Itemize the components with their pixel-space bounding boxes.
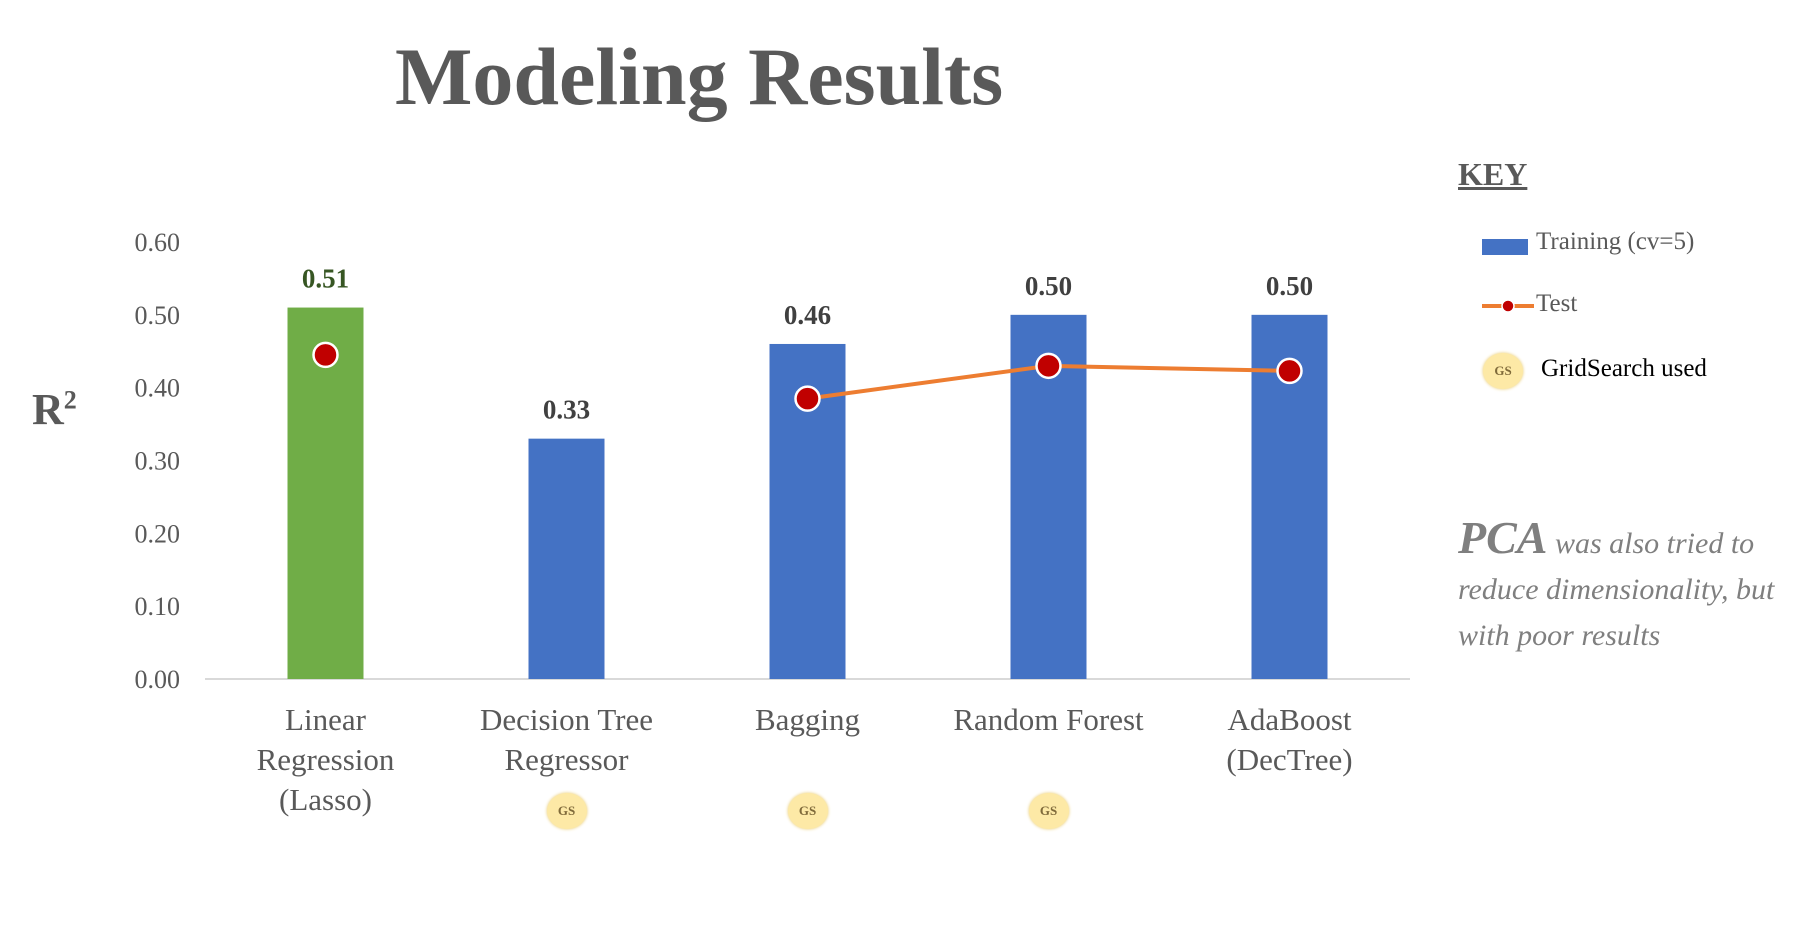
x-category-label: Random Forest xyxy=(953,702,1144,737)
y-tick-label: 0.60 xyxy=(135,228,181,257)
y-tick-label: 0.40 xyxy=(135,374,181,403)
y-axis-label: R2 xyxy=(32,384,77,435)
test-marker xyxy=(312,341,339,369)
y-tick-label: 0.50 xyxy=(135,301,181,330)
gridsearch-badge: GS xyxy=(787,793,828,829)
pca-note-text: was also tried to reduce dimensionality,… xyxy=(1458,527,1775,652)
legend-training-label: Training (cv=5) xyxy=(1536,228,1695,255)
legend-test-label: Test xyxy=(1536,290,1578,317)
y-tick-label: 0.30 xyxy=(135,447,181,476)
y-axis-label-text: R xyxy=(32,385,64,434)
legend-test-swatch xyxy=(1482,299,1534,313)
legend-gs-badge: GS xyxy=(1483,353,1523,389)
legend-title: KEY xyxy=(1458,156,1528,192)
x-category-label: Linear xyxy=(285,702,367,737)
legend-training-swatch xyxy=(1482,239,1528,255)
y-tick-label: 0.10 xyxy=(135,592,181,621)
bar-data-label: 0.50 xyxy=(1025,271,1072,301)
x-category-label: Regression xyxy=(257,742,395,777)
chart-title: Modeling Results xyxy=(395,31,1004,122)
gridsearch-badge: GS xyxy=(1028,793,1069,829)
y-tick-label: 0.20 xyxy=(135,519,181,548)
gridsearch-badge: GS xyxy=(546,793,587,829)
pca-note: PCA was also tried to reduce dimensional… xyxy=(1458,515,1798,659)
bar-data-label: 0.51 xyxy=(302,264,349,294)
pca-note-emphasis: PCA xyxy=(1458,512,1548,563)
x-category-label: Decision Tree xyxy=(480,702,653,737)
legend-gs-label: GridSearch used xyxy=(1541,355,1707,382)
y-tick-label: 0.00 xyxy=(135,665,181,694)
x-category-label: (Lasso) xyxy=(279,782,372,817)
bar-training xyxy=(287,307,364,679)
y-axis-label-superscript: 2 xyxy=(63,385,77,415)
legend-test-marker xyxy=(1501,299,1515,313)
bar-training xyxy=(528,438,605,679)
x-category-label: AdaBoost xyxy=(1228,702,1352,737)
x-category-label: (DecTree) xyxy=(1226,742,1352,777)
test-marker xyxy=(1276,357,1303,385)
x-category-label: Bagging xyxy=(755,702,860,737)
test-marker xyxy=(794,385,821,412)
bar-data-label: 0.46 xyxy=(784,300,831,330)
bar-data-label: 0.50 xyxy=(1266,271,1313,301)
bar-data-label: 0.33 xyxy=(543,395,590,425)
test-marker xyxy=(1035,352,1062,380)
x-category-label: Regressor xyxy=(505,742,630,777)
